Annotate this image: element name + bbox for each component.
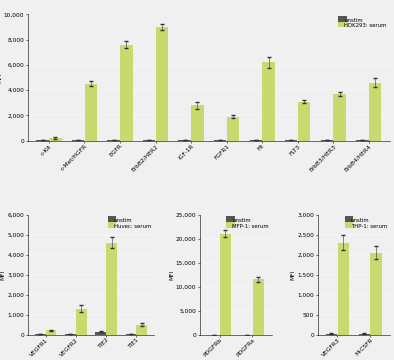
Bar (46, 330, 56, 335)
Bar (285, 140, 297, 141)
Bar (321, 140, 333, 141)
Legend: unstim, MFP-1: serum: unstim, MFP-1: serum (226, 217, 269, 229)
Bar (220, 234, 231, 335)
Bar (214, 140, 227, 141)
Bar (76, 309, 87, 335)
Bar (356, 140, 368, 141)
Bar (85, 84, 97, 141)
Y-axis label: MFI: MFI (1, 270, 6, 280)
Bar (178, 140, 191, 141)
Y-axis label: MFI: MFI (291, 270, 296, 280)
Bar (126, 334, 136, 335)
Bar (107, 140, 120, 141)
Bar (49, 138, 61, 141)
Bar (325, 334, 337, 335)
Bar (72, 140, 84, 141)
Bar (95, 332, 106, 335)
Bar (65, 334, 76, 335)
Legend: unstim, Huvec: serum: unstim, Huvec: serum (108, 217, 152, 229)
Bar (262, 62, 275, 141)
Bar (156, 27, 168, 141)
Bar (227, 117, 239, 141)
Bar (35, 334, 46, 335)
Bar (359, 334, 370, 335)
Y-axis label: MFI: MFI (0, 72, 2, 83)
Bar (370, 253, 382, 335)
Bar (333, 94, 346, 141)
Bar (120, 45, 133, 141)
Bar (298, 102, 310, 141)
Bar (36, 140, 49, 141)
Y-axis label: MFI: MFI (169, 270, 174, 280)
Bar (106, 243, 117, 335)
Legend: unstim, HDK293: serum: unstim, HDK293: serum (338, 17, 387, 29)
Bar (338, 243, 349, 335)
Bar (253, 279, 264, 335)
Bar (136, 325, 147, 335)
Bar (249, 140, 262, 141)
Legend: unstim, THP-1: serum: unstim, THP-1: serum (344, 217, 387, 229)
Bar (191, 105, 204, 141)
Bar (369, 82, 381, 141)
Bar (143, 140, 155, 141)
